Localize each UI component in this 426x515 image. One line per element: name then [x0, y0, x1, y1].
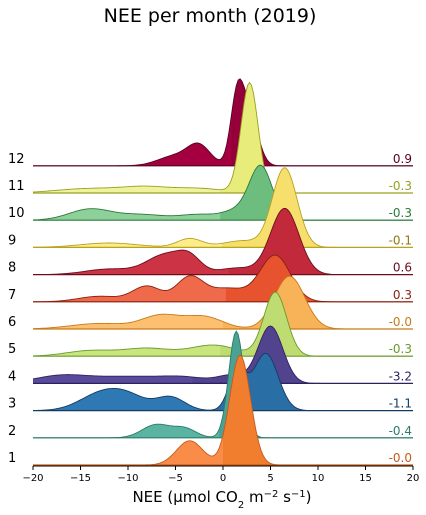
x-tick-label: 15 [359, 473, 372, 484]
median-label-month-12: 0.9 [393, 152, 412, 166]
median-label-month-6: -0.0 [389, 315, 412, 329]
x-axis-label-superscript-1: −2 [264, 489, 279, 500]
x-tick-label: 0 [220, 473, 226, 484]
ridge-month-9 [32, 167, 413, 248]
x-axis-label-main: NEE (µmol CO [132, 488, 237, 506]
chart-title: NEE per month (2019) [104, 5, 317, 27]
x-ticks-group: −20 −15 −10 −5 0 5 10 15 20 [22, 466, 419, 484]
ridge-month-12 [33, 78, 413, 167]
x-tick-label: −5 [168, 473, 183, 484]
x-tick-label: −10 [117, 473, 138, 484]
median-label-month-1: -0.0 [389, 451, 412, 465]
ridge-month-10 [32, 164, 413, 221]
month-label-10: 10 [8, 206, 25, 221]
ridge-outline-month-12 [33, 78, 413, 167]
ridge-month-4 [32, 325, 413, 384]
ridge-month-7 [32, 254, 413, 303]
ridge-area-month-6 [33, 276, 413, 329]
ridges-group [32, 78, 413, 466]
ridge-area-month-4 [33, 325, 413, 384]
median-label-month-3: -1.1 [389, 397, 412, 411]
ridge-month-5 [32, 291, 413, 357]
x-tick-label: 20 [407, 473, 420, 484]
month-label-3: 3 [8, 397, 16, 412]
median-labels-group: 0.9 -0.3 -0.3 -0.1 0.6 0.3 -0.0 -0.3 -3.2 -1.1 -0.… [389, 152, 412, 465]
x-axis-label-end: ) [306, 488, 312, 506]
month-label-2: 2 [8, 424, 16, 439]
ridge-area-month-12 [33, 78, 413, 166]
median-label-month-8: 0.6 [393, 261, 412, 275]
median-label-month-4: -3.2 [389, 369, 412, 383]
ridge-area-month-10 [33, 165, 413, 221]
ridge-month-8 [32, 207, 413, 276]
ridge-area-month-11 [33, 82, 413, 193]
ridge-area-month-3 [33, 353, 413, 411]
ridge-outline-month-11 [32, 81, 413, 194]
x-axis-label-mid2: s [278, 488, 291, 506]
month-label-11: 11 [8, 179, 25, 194]
x-axis-label-superscript-2: −1 [291, 489, 306, 500]
x-axis-label-mid: m [244, 488, 263, 506]
row-labels-group: 12 11 10 9 8 7 6 5 4 3 2 1 [8, 152, 25, 466]
median-label-month-2: -0.4 [389, 424, 412, 438]
ridge-month-11 [32, 81, 413, 194]
ridge-median-shade-month-11 [220, 82, 413, 193]
month-label-9: 9 [8, 233, 16, 248]
x-axis-label-subscript: 2 [238, 500, 244, 511]
x-tick-label: 5 [267, 473, 273, 484]
ridge-outline-month-6 [32, 275, 413, 330]
ridge-month-2 [33, 330, 413, 439]
median-label-month-11: -0.3 [389, 179, 412, 193]
month-label-6: 6 [8, 315, 16, 330]
month-label-5: 5 [8, 342, 16, 357]
x-tick-label: −15 [70, 473, 91, 484]
x-axis-label: NEE (µmol CO2 m−2 s−1) [132, 488, 311, 511]
month-label-4: 4 [8, 369, 16, 384]
median-label-month-9: -0.1 [389, 233, 412, 247]
ridge-month-6 [32, 275, 413, 330]
month-label-7: 7 [8, 288, 16, 303]
x-tick-label: −20 [22, 473, 43, 484]
median-label-month-10: -0.3 [389, 206, 412, 220]
month-label-8: 8 [8, 261, 16, 276]
ridge-area-month-7 [33, 255, 413, 302]
median-label-month-5: -0.3 [389, 342, 412, 356]
ridge-outline-month-9 [32, 167, 413, 248]
median-label-month-7: 0.3 [393, 288, 412, 302]
month-label-1: 1 [8, 451, 16, 466]
ridge-month-1 [33, 354, 413, 466]
month-label-12: 12 [8, 152, 25, 167]
x-tick-label: 10 [312, 473, 325, 484]
ridge-area-month-9 [33, 167, 413, 248]
